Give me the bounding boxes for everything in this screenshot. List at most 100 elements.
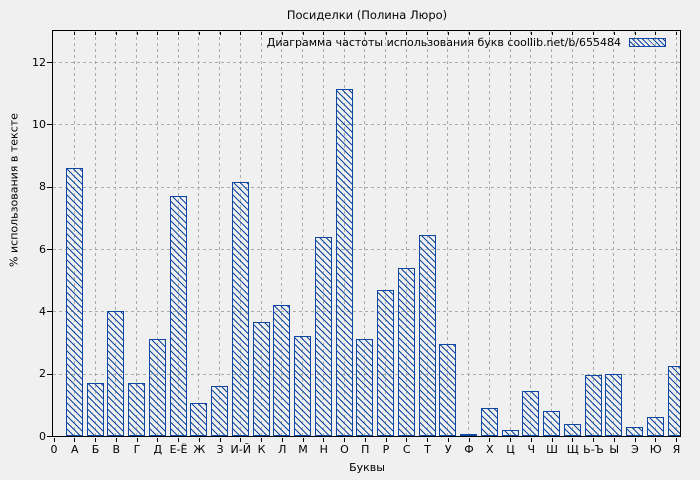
x-tick-mark-top [530, 31, 532, 35]
x-tick-mark [530, 438, 532, 442]
gridline-v [488, 31, 490, 436]
bar-Н [314, 236, 332, 436]
gridline-v [613, 31, 615, 436]
bar-Ь-Ъ [584, 375, 602, 436]
x-tick-mark [74, 438, 76, 442]
gridline-v [509, 31, 511, 436]
x-tick-mark-top [344, 31, 345, 35]
x-tick-mark-top [385, 31, 387, 35]
x-tick-mark-top [302, 31, 304, 35]
gridline-v [385, 31, 386, 436]
x-tick-mark [115, 438, 117, 442]
x-tick-label: Д [153, 443, 163, 456]
x-tick-mark-top [593, 31, 594, 35]
x-tick-label: Ч [527, 443, 536, 456]
x-tick-mark [613, 438, 615, 442]
bar-М [294, 336, 311, 436]
y-tick-label: 0 [39, 429, 46, 443]
x-tick-mark-top [489, 31, 491, 35]
x-tick-mark [281, 438, 283, 442]
x-tick-mark [572, 438, 574, 442]
bar-Б [86, 383, 104, 436]
y-tick-mark [47, 436, 52, 437]
bar-К [252, 322, 270, 436]
gridline-v [302, 31, 303, 436]
bar-Т [418, 235, 436, 436]
gridline-v [136, 31, 137, 436]
x-tick-mark [655, 438, 657, 442]
bar-Ы [605, 373, 623, 436]
gridline-v [364, 31, 366, 436]
bar-Ж [190, 403, 208, 436]
bar-Я [667, 365, 680, 436]
x-tick-mark [510, 438, 511, 442]
x-tick-mark-top [136, 31, 138, 35]
x-tick-mark-top [510, 31, 511, 35]
bar-Ц [501, 429, 519, 436]
x-tick-label: О [340, 443, 349, 456]
bar-Р [377, 289, 394, 436]
x-tick-mark-top [115, 31, 117, 35]
x-tick-label: Е-Ё [169, 443, 188, 456]
x-axis-title: Буквы [349, 461, 385, 474]
y-tick-label: 2 [39, 367, 46, 381]
legend: Диаграмма частоты использования букв coo… [267, 36, 666, 49]
x-tick-mark-top [323, 31, 325, 35]
x-tick-mark [676, 438, 677, 442]
y-tick-label: 8 [39, 180, 46, 194]
x-tick-mark-top [95, 31, 96, 35]
bar-З [211, 386, 228, 436]
x-tick-mark-top [178, 31, 179, 35]
bar-Ю [646, 417, 664, 436]
gridline-v [426, 31, 428, 436]
x-tick-label: В [112, 443, 121, 456]
bar-Г [128, 383, 145, 436]
x-tick-mark-top [427, 31, 428, 35]
gridline-h [53, 249, 680, 251]
x-tick-label: Г [133, 443, 141, 456]
x-tick-mark [53, 438, 55, 442]
gridline-v [530, 31, 532, 436]
x-tick-label: Н [319, 443, 328, 456]
gridline-v [447, 31, 449, 436]
y-tick-mark [47, 249, 52, 251]
y-tick-mark [47, 186, 52, 188]
x-tick-mark [634, 438, 636, 442]
legend-label: Диаграмма частоты использования букв coo… [266, 36, 621, 49]
x-tick-mark [344, 438, 345, 442]
gridline-v [115, 31, 117, 436]
gridline-v [634, 31, 635, 436]
bar-Л [273, 305, 291, 436]
x-tick-mark [178, 438, 179, 442]
x-tick-label: Ш [546, 443, 558, 456]
x-tick-mark-top [447, 31, 449, 35]
x-tick-label: Ю [649, 443, 662, 456]
y-tick-mark [47, 62, 52, 64]
legend-hatch-swatch [629, 38, 666, 47]
bar-Щ [563, 423, 581, 436]
bar-Э [626, 426, 643, 436]
x-tick-label: Ы [609, 443, 620, 456]
x-tick-label: Х [485, 443, 494, 456]
x-tick-mark [240, 438, 242, 442]
bar-И-Й [231, 182, 249, 436]
y-tick-mark [47, 124, 52, 126]
y-tick-label: 6 [39, 242, 46, 256]
x-tick-mark [198, 438, 200, 442]
x-tick-mark [551, 438, 553, 442]
x-tick-mark-top [261, 31, 262, 35]
gridline-v [468, 31, 469, 436]
x-tick-mark [157, 438, 159, 442]
gridline-v [322, 31, 324, 436]
gridline-h [53, 186, 680, 188]
x-tick-mark-top [74, 31, 76, 35]
bar-Ш [543, 411, 560, 436]
x-tick-mark-top [676, 31, 677, 35]
x-tick-mark-top [655, 31, 657, 35]
bar-О [335, 88, 353, 436]
bar-С [397, 267, 415, 436]
x-tick-mark-top [364, 31, 366, 35]
x-tick-mark-top [406, 31, 408, 35]
gridline-v [551, 31, 552, 436]
